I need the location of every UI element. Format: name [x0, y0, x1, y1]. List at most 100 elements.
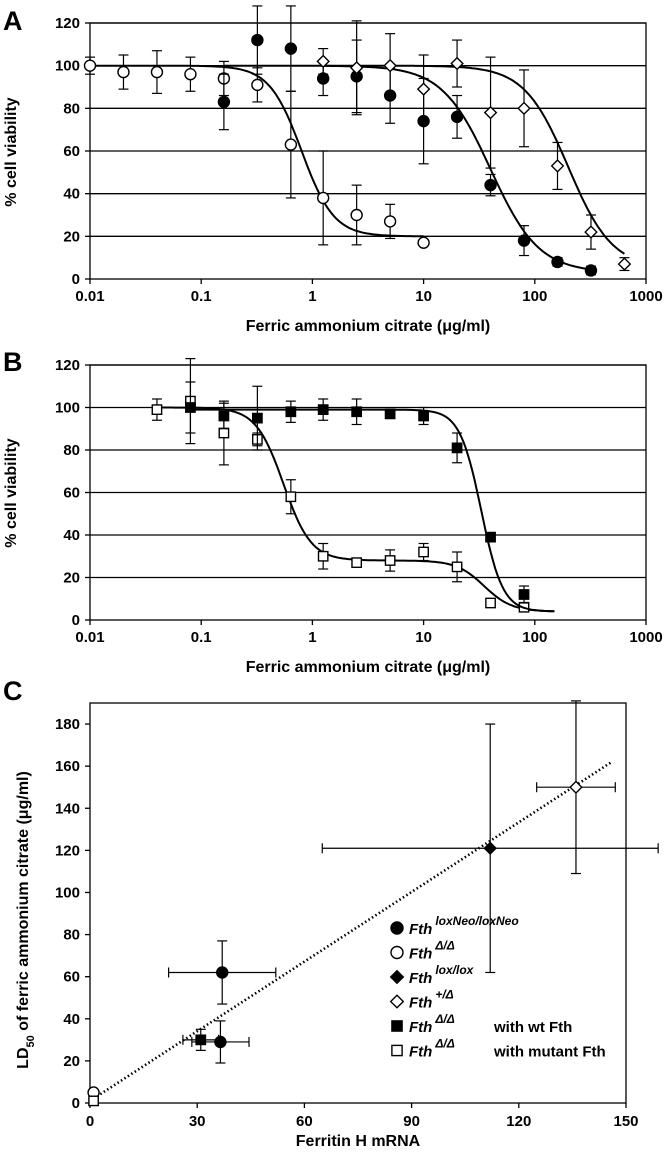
chart-b-point-filled-square — [251, 412, 263, 424]
chart-c-ytick-label: 40 — [63, 1011, 80, 1028]
chart-a-point-open-diamond — [349, 61, 364, 75]
legend-label-base: Fth — [409, 1044, 432, 1061]
chart-b-fit-curve-1 — [156, 406, 555, 613]
chart-a-xtick-label: 10 — [415, 288, 432, 305]
chart-b-ytick-label: 100 — [55, 400, 80, 417]
chart-b-marks: 0 20 40 60 80 100 120 0.01 0.1 1 10 100 1000 — [55, 357, 663, 646]
chart-a-point-open-diamond — [617, 257, 632, 271]
legend-label-base: Fth — [409, 970, 432, 987]
legend-label-sup: Δ/Δ — [434, 1037, 454, 1051]
chart-c-ytick-label: 20 — [63, 1053, 80, 1070]
chart-c-ytick-label: 60 — [63, 969, 80, 986]
chart-b-point-filled-square — [317, 404, 329, 416]
chart-a-point-open-circle — [150, 65, 164, 79]
chart-a-point-open-circle — [383, 215, 397, 228]
chart-c-xtick-label: 30 — [189, 1113, 206, 1130]
chart-a-point-open-circle — [83, 59, 97, 72]
legend-label-base: Fth — [409, 946, 432, 963]
chart-b-xtick-label: 1000 — [629, 629, 662, 646]
chart-b-point-filled-square — [285, 406, 297, 418]
chart-a-xtick-label: 0.1 — [191, 288, 212, 305]
chart-a-point-filled-circle — [551, 255, 564, 269]
chart-c-frame — [89, 702, 627, 1104]
chart-b-ytick-label: 20 — [63, 570, 80, 587]
chart-a-xtick-label: 0.01 — [75, 288, 104, 305]
chart-c-point-filled-circle — [214, 1035, 227, 1049]
legend-label-suffix: with wt Fth — [493, 1019, 572, 1036]
chart-a: 0 20 40 60 80 100 120 0.01 0.1 1 10 100 1000 Ferric … — [3, 5, 663, 335]
chart-a-xtick-label: 100 — [522, 288, 547, 305]
chart-b-point-open-square — [384, 555, 396, 566]
chart-a-point-filled-circle — [284, 42, 298, 55]
legend-label: Fth Δ/Δ with mutant Fth — [409, 1037, 606, 1061]
chart-c-xtick-label: 120 — [506, 1113, 531, 1130]
chart-b-point-open-square — [351, 557, 363, 569]
chart-a-point-open-diamond — [316, 54, 330, 69]
chart-c-ylabel: LD50 of ferric ammonium citrate (μg/ml) — [15, 771, 37, 1069]
chart-a-point-open-circle — [251, 78, 264, 92]
legend-label-base: Fth — [409, 1019, 432, 1036]
legend-label: Fth Δ/Δ with wt Fth — [409, 1012, 572, 1036]
chart-b-fit-curve-2 — [190, 408, 555, 613]
legend-label-suffix: with mutant Fth — [493, 1044, 606, 1061]
chart-c-point-filled-diamond — [483, 841, 497, 856]
chart-b-point-filled-square — [351, 406, 363, 418]
chart-b-ylabel: % cell viability — [3, 438, 20, 547]
chart-c-point-open-square — [88, 1095, 99, 1107]
chart-c-ylabel-pre: LD — [15, 1047, 32, 1068]
chart-a-ylabel: % cell viability — [3, 97, 20, 206]
chart-a-point-open-diamond — [517, 101, 531, 116]
legend-label-sup: Δ/Δ — [434, 1012, 454, 1026]
chart-a-ytick-label: 0 — [72, 271, 80, 288]
chart-c-ytick-label: 80 — [63, 927, 80, 944]
legend-label: Fth Δ/Δ — [409, 939, 455, 963]
chart-c-ytick-label: 0 — [72, 1095, 80, 1112]
chart-a-point-open-circle — [184, 67, 197, 81]
chart-c-ylabel-post: of ferric ammonium citrate (μg/ml) — [15, 771, 32, 1035]
chart-a-xtick-label: 1 — [308, 288, 316, 305]
chart-a-point-open-circle — [417, 236, 430, 249]
chart-b-point-filled-square — [218, 410, 230, 422]
chart-b-ytick-label: 40 — [63, 527, 80, 544]
chart-a-point-open-circle — [117, 65, 130, 79]
chart-b-xlabel: Ferric ammonium citrate (μg/ml) — [246, 659, 491, 676]
panel-b-label: B — [3, 347, 23, 377]
legend-label-sup: Δ/Δ — [434, 939, 454, 953]
chart-a-frame — [89, 22, 647, 280]
chart-b-point-open-square — [451, 561, 463, 573]
chart-a-point-filled-circle — [517, 234, 531, 247]
chart-a-point-open-diamond — [383, 58, 397, 73]
chart-c-ylabel-sub: 50 — [25, 1035, 37, 1047]
chart-a-ytick-label: 20 — [63, 228, 80, 245]
chart-b-ytick-label: 0 — [72, 612, 80, 629]
chart-a-point-open-diamond — [416, 82, 431, 96]
chart-a-xlabel: Ferric ammonium citrate (μg/ml) — [246, 318, 491, 335]
chart-b-point-open-square — [418, 546, 429, 558]
chart-a-point-open-diamond — [550, 159, 565, 173]
chart-a-ytick-label: 80 — [63, 100, 80, 117]
chart-b: 0 20 40 60 80 100 120 0.01 0.1 1 10 100 1000 Ferric … — [3, 357, 663, 676]
chart-a-ytick-label: 60 — [63, 143, 80, 160]
legend-marker-filled-circle — [390, 921, 404, 935]
chart-b-xtick-label: 100 — [522, 629, 547, 646]
legend-label-sup: +/Δ — [435, 988, 453, 1002]
chart-a-point-open-circle — [284, 138, 298, 151]
chart-c-xtick-label: 90 — [403, 1113, 420, 1130]
chart-c-ytick-label: 160 — [55, 758, 80, 775]
chart-a-point-filled-circle — [484, 178, 497, 192]
chart-c-ytick-label: 120 — [55, 842, 80, 859]
chart-b-point-filled-square — [418, 410, 429, 422]
chart-b-point-open-square — [317, 550, 329, 562]
chart-a-ytick-label: 40 — [63, 186, 80, 203]
chart-a-point-open-diamond — [584, 225, 598, 239]
chart-c-point-open-diamond — [569, 780, 583, 794]
chart-b-point-filled-square — [451, 442, 463, 454]
chart-b-ytick-label: 120 — [55, 357, 80, 374]
legend-label-sup: lox/lox — [435, 963, 474, 977]
chart-b-point-open-square — [485, 597, 496, 609]
chart-a-fit-curve-2 — [223, 64, 592, 271]
legend-label: Fth loxNeo/loxNeo — [409, 914, 519, 938]
panel-a-label: A — [3, 6, 23, 36]
